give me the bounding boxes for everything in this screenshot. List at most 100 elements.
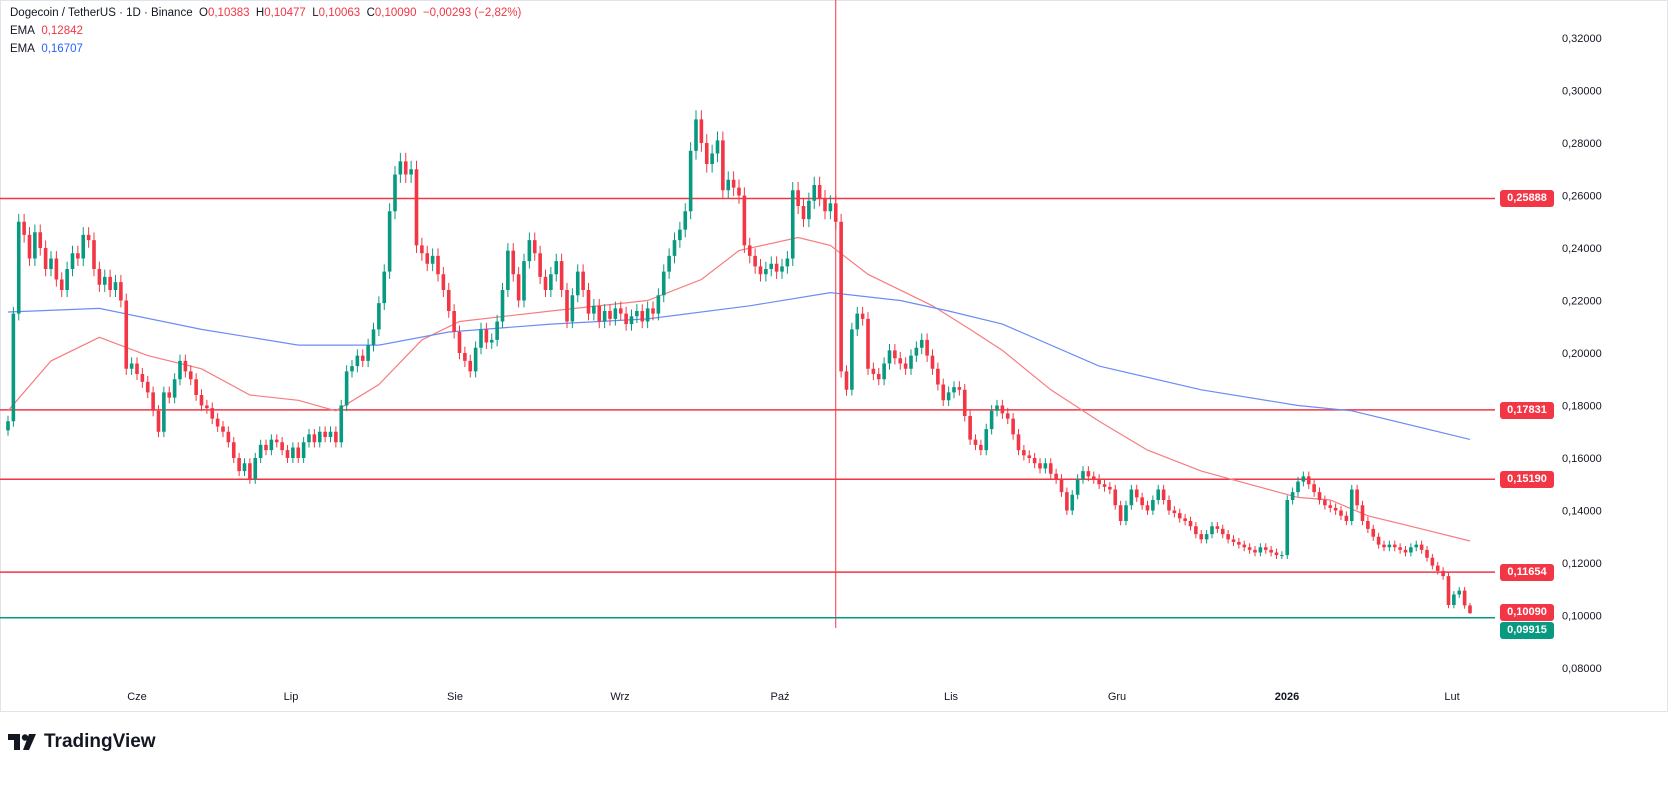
candle-body[interactable] [936, 368, 940, 385]
candle-body[interactable] [1070, 494, 1075, 511]
candle-body[interactable] [769, 263, 774, 269]
candle-body[interactable] [1237, 542, 1241, 545]
candle-body[interactable] [156, 410, 161, 432]
candle-body[interactable] [291, 447, 295, 459]
candle-body[interactable] [403, 161, 408, 175]
candle-body[interactable] [1360, 505, 1365, 521]
candle-body[interactable] [683, 211, 688, 230]
candle-body[interactable] [1446, 576, 1451, 605]
candle-body[interactable] [328, 431, 333, 437]
candle-body[interactable] [1204, 534, 1209, 540]
candle-body[interactable] [1312, 484, 1316, 493]
candle-body[interactable] [1425, 549, 1429, 558]
candle-body[interactable] [774, 263, 779, 272]
candle-body[interactable] [930, 355, 935, 369]
candle-body[interactable] [167, 392, 172, 398]
candle-body[interactable] [796, 190, 800, 206]
candle-body[interactable] [839, 221, 843, 372]
candle-body[interactable] [199, 395, 204, 406]
candle-body[interactable] [549, 274, 553, 290]
candle-body[interactable] [285, 450, 290, 458]
candle-body[interactable] [678, 229, 682, 241]
candle-body[interactable] [1194, 526, 1198, 535]
candle-body[interactable] [97, 269, 102, 285]
candle-body[interactable] [1280, 555, 1284, 557]
candle-body[interactable] [489, 339, 494, 343]
candle-body[interactable] [1317, 492, 1322, 500]
candle-body[interactable] [307, 434, 311, 443]
candle-body[interactable] [1328, 505, 1333, 508]
candle-body[interactable] [1215, 526, 1220, 529]
candle-body[interactable] [237, 458, 241, 472]
candle-body[interactable] [479, 329, 483, 348]
candle-body[interactable] [1027, 455, 1032, 458]
candle-body[interactable] [688, 150, 693, 212]
candle-body[interactable] [1435, 565, 1440, 571]
candle-body[interactable] [194, 379, 198, 395]
candle-body[interactable] [581, 271, 585, 290]
candle-body[interactable] [570, 295, 575, 322]
candle-body[interactable] [425, 253, 430, 264]
candle-body[interactable] [801, 206, 806, 220]
candle-body[interactable] [312, 434, 317, 443]
candle-body[interactable] [371, 329, 376, 346]
candle-body[interactable] [468, 360, 473, 372]
candle-body[interactable] [511, 250, 516, 275]
candle-body[interactable] [1011, 418, 1015, 435]
candle-body[interactable] [22, 221, 26, 235]
candle-body[interactable] [59, 279, 64, 291]
candle-body[interactable] [1339, 510, 1343, 516]
candle-body[interactable] [1430, 557, 1435, 566]
candle-body[interactable] [1038, 463, 1042, 469]
candle-body[interactable] [188, 371, 193, 380]
candle-body[interactable] [828, 203, 833, 212]
candle-body[interactable] [1258, 547, 1263, 553]
candle-body[interactable] [995, 405, 999, 411]
candle-body[interactable] [1183, 518, 1187, 521]
candle-body[interactable] [989, 410, 994, 430]
candle-body[interactable] [339, 405, 344, 443]
candle-body[interactable] [264, 444, 268, 451]
candle-body[interactable] [1145, 505, 1150, 511]
candle-body[interactable] [172, 379, 177, 398]
candle-body[interactable] [452, 311, 456, 332]
candle-body[interactable] [1022, 450, 1026, 456]
candle-body[interactable] [1376, 536, 1381, 545]
candle-body[interactable] [92, 240, 96, 269]
candle-body[interactable] [527, 240, 532, 262]
candle-body[interactable] [554, 261, 559, 275]
candle-body[interactable] [1156, 489, 1161, 501]
candle-body[interactable] [726, 179, 731, 191]
candle-body[interactable] [893, 350, 897, 359]
price-chart[interactable]: 0,32000 0,30000 0,28000 0,26000 0,24000 0,220… [0, 0, 1671, 712]
candle-body[interactable] [941, 384, 946, 401]
candle-body[interactable] [1000, 405, 1005, 414]
candle-body[interactable] [559, 261, 564, 290]
candle-body[interactable] [463, 353, 467, 361]
candle-body[interactable] [27, 234, 32, 259]
candle-body[interactable] [1086, 471, 1091, 477]
candle-body[interactable] [323, 431, 327, 437]
candle-body[interactable] [108, 276, 112, 290]
candle-body[interactable] [1108, 486, 1112, 490]
candle-body[interactable] [210, 408, 215, 419]
candle-body[interactable] [747, 245, 752, 256]
candle-body[interactable] [1124, 505, 1128, 521]
candle-body[interactable] [151, 392, 155, 411]
candle-body[interactable] [76, 253, 80, 259]
candle-body[interactable] [102, 276, 107, 285]
candle-body[interactable] [812, 185, 817, 201]
candle-body[interactable] [785, 258, 790, 267]
candle-body[interactable] [575, 271, 580, 296]
candle-body[interactable] [667, 255, 671, 272]
candle-body[interactable] [355, 355, 360, 367]
candle-body[interactable] [398, 161, 403, 175]
candle-body[interactable] [1242, 544, 1247, 548]
candle-body[interactable] [968, 416, 972, 440]
candle-body[interactable] [1048, 463, 1053, 474]
candle-body[interactable] [33, 232, 37, 259]
candle-body[interactable] [1113, 489, 1118, 506]
candle-body[interactable] [11, 313, 16, 422]
candle-body[interactable] [608, 311, 612, 319]
candle-body[interactable] [1161, 489, 1166, 501]
